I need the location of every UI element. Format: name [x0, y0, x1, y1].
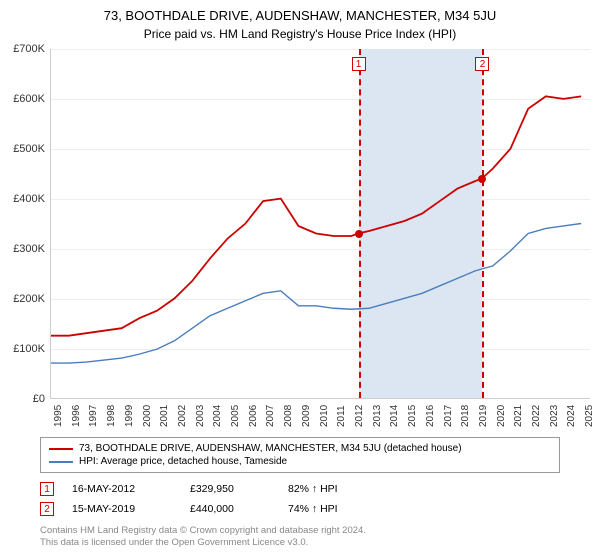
x-axis-tick-label: 2009 [301, 405, 312, 427]
x-axis-tick-label: 2016 [425, 405, 436, 427]
y-axis-tick-label: £700K [0, 43, 45, 55]
x-axis-tick-label: 2001 [159, 405, 170, 427]
x-axis-tick-label: 2017 [443, 405, 454, 427]
legend-row: HPI: Average price, detached house, Tame… [49, 455, 551, 468]
y-axis-tick-label: £100K [0, 343, 45, 355]
x-axis-tick-label: 2020 [496, 405, 507, 427]
sale-point-dot [478, 175, 486, 183]
x-axis-tick-label: 2018 [460, 405, 471, 427]
sale-record-price: £329,950 [190, 483, 270, 495]
sale-record-row: 1 16-MAY-2012 £329,950 82% ↑ HPI [40, 479, 560, 499]
y-axis-tick-label: £400K [0, 193, 45, 205]
x-axis-tick-label: 1998 [106, 405, 117, 427]
chart-title: 73, BOOTHDALE DRIVE, AUDENSHAW, MANCHEST… [0, 0, 600, 23]
plot-area: 12 [50, 49, 590, 399]
x-axis-tick-label: 2015 [407, 405, 418, 427]
sale-record-price: £440,000 [190, 503, 270, 515]
x-axis-tick-label: 2011 [336, 405, 347, 427]
footer-attribution: Contains HM Land Registry data © Crown c… [40, 525, 560, 550]
x-axis-tick-label: 2010 [319, 405, 330, 427]
sale-record-hpi: 82% ↑ HPI [288, 483, 388, 495]
legend-swatch [49, 461, 73, 463]
x-axis-tick-label: 2002 [177, 405, 188, 427]
sale-record-marker: 2 [40, 502, 54, 516]
x-axis-tick-label: 1995 [53, 405, 64, 427]
x-axis-tick-label: 2005 [230, 405, 241, 427]
x-axis-tick-label: 1997 [88, 405, 99, 427]
chart-area: £0£100K£200K£300K£400K£500K£600K£700K 12… [0, 49, 600, 429]
sale-record-date: 15-MAY-2019 [72, 503, 172, 515]
line-series [51, 49, 590, 398]
series-hpi [51, 224, 581, 364]
x-axis-tick-label: 2021 [513, 405, 524, 427]
sale-record-marker: 1 [40, 482, 54, 496]
chart-subtitle: Price paid vs. HM Land Registry's House … [0, 23, 600, 49]
legend-row: 73, BOOTHDALE DRIVE, AUDENSHAW, MANCHEST… [49, 442, 551, 455]
y-axis-tick-label: £200K [0, 293, 45, 305]
sale-record-date: 16-MAY-2012 [72, 483, 172, 495]
x-axis-tick-label: 2023 [549, 405, 560, 427]
x-axis-tick-label: 2019 [478, 405, 489, 427]
sales-table: 1 16-MAY-2012 £329,950 82% ↑ HPI 2 15-MAY-201… [40, 479, 560, 519]
x-axis-tick-label: 2022 [531, 405, 542, 427]
x-axis-tick-label: 1996 [71, 405, 82, 427]
x-axis-tick-label: 2014 [389, 405, 400, 427]
footer-line-2: This data is licensed under the Open Gov… [40, 537, 560, 549]
sale-point-dot [355, 230, 363, 238]
x-axis-tick-label: 2007 [265, 405, 276, 427]
x-axis-tick-label: 2004 [212, 405, 223, 427]
x-axis-tick-label: 2013 [372, 405, 383, 427]
sale-record-row: 2 15-MAY-2019 £440,000 74% ↑ HPI [40, 499, 560, 519]
legend-label: 73, BOOTHDALE DRIVE, AUDENSHAW, MANCHEST… [79, 443, 462, 454]
series-price_paid [51, 96, 581, 335]
footer-line-1: Contains HM Land Registry data © Crown c… [40, 525, 560, 537]
y-axis-tick-label: £300K [0, 243, 45, 255]
x-axis-tick-label: 2024 [566, 405, 577, 427]
x-axis-tick-label: 2000 [142, 405, 153, 427]
x-axis-tick-label: 2006 [248, 405, 259, 427]
y-axis-tick-label: £500K [0, 143, 45, 155]
x-axis-tick-label: 2025 [584, 405, 595, 427]
x-axis-tick-label: 1999 [124, 405, 135, 427]
sale-record-hpi: 74% ↑ HPI [288, 503, 388, 515]
x-axis-tick-label: 2008 [283, 405, 294, 427]
y-axis-tick-label: £600K [0, 93, 45, 105]
legend: 73, BOOTHDALE DRIVE, AUDENSHAW, MANCHEST… [40, 437, 560, 473]
legend-label: HPI: Average price, detached house, Tame… [79, 456, 287, 467]
x-axis-tick-label: 2003 [195, 405, 206, 427]
x-axis-tick-label: 2012 [354, 405, 365, 427]
legend-swatch [49, 448, 73, 450]
y-axis-tick-label: £0 [0, 393, 45, 405]
